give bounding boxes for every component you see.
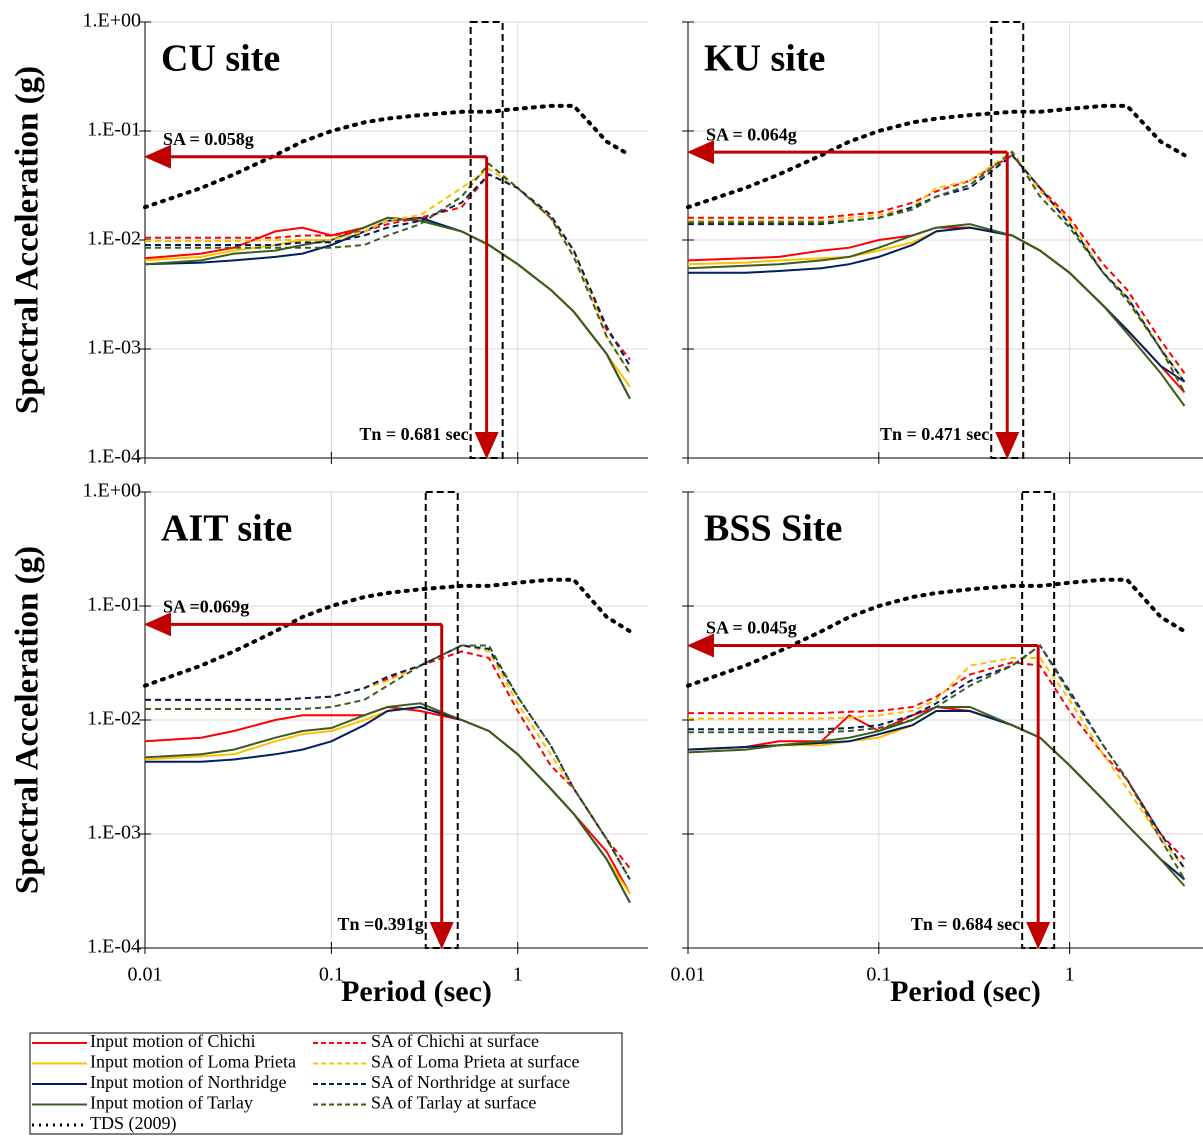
tn-label: Tn = 0.681 sec [359, 424, 468, 444]
series-line [145, 174, 630, 366]
legend-label: Input motion of Tarlay [90, 1093, 253, 1113]
panel-title: BSS Site [704, 508, 842, 550]
y-tick-label: 1.E-01 [87, 119, 141, 141]
y-tick-label: 1.E-04 [87, 936, 141, 958]
panel-title: AIT site [161, 508, 292, 550]
x-tick-label: 0.1 [319, 964, 344, 986]
legend-label: TDS (2009) [90, 1113, 177, 1134]
legend-label: SA of Tarlay at surface [371, 1093, 536, 1113]
panel: 1.E-04 1.E-03 1.E-02 1.E-01 1.E+00 SA = 0.058… [10, 10, 648, 468]
y-tick-label: 1.E-02 [87, 708, 141, 730]
series-line [688, 646, 1185, 869]
y-tick-label: 1.E-02 [87, 228, 141, 250]
series-line [145, 169, 630, 373]
series-line [688, 707, 1185, 886]
series-line [688, 711, 1185, 879]
x-tick-label: 0.1 [866, 964, 891, 986]
x-tick-label: 1 [513, 964, 523, 986]
panel-title: CU site [161, 38, 280, 80]
y-axis-label: Spectral Acceleration (g) [10, 546, 46, 894]
legend-label: SA of Loma Prieta at surface [371, 1052, 579, 1072]
series-line [688, 224, 1185, 406]
panel: 0.01 0.1 1 SA = 0.045g Tn = 0.684 sec BSS Sit… [671, 492, 1203, 1008]
series-line [145, 174, 630, 359]
y-tick-label: 1.E-04 [87, 446, 141, 468]
sa-label: SA = 0.045g [706, 618, 797, 638]
y-tick-label: 1.E-01 [87, 594, 141, 616]
x-tick-label: 1 [1065, 964, 1075, 986]
y-tick-label: 1.E-03 [87, 822, 141, 844]
y-tick-label: 1.E+00 [83, 480, 142, 502]
tn-label: Tn = 0.471 sec [880, 424, 989, 444]
series-line [688, 658, 1185, 868]
panel: SA = 0.064g Tn = 0.471 sec KU site [682, 22, 1203, 464]
sa-label: SA =0.069g [163, 596, 249, 616]
series-line [145, 218, 630, 387]
y-tick-label: 1.E+00 [83, 10, 142, 32]
y-axis-label: Spectral Acceleration (g) [10, 66, 46, 414]
x-axis-label: Period (sec) [341, 975, 492, 1008]
series-line [688, 151, 1185, 381]
panel: 1.E-04 1.E-03 1.E-02 1.E-01 1.E+00 0.01 0.1 1 SA… [10, 480, 648, 1008]
series-line [145, 164, 630, 373]
tn-label: Tn = 0.684 sec [911, 914, 1020, 934]
legend-label: Input motion of Northridge [90, 1072, 286, 1092]
legend-label: Input motion of Chichi [90, 1031, 256, 1051]
series-line [688, 662, 1185, 859]
x-tick-label: 0.01 [671, 964, 706, 986]
series-line [688, 228, 1185, 393]
series-line [688, 228, 1185, 406]
legend-label: SA of Northridge at surface [371, 1072, 570, 1092]
legend-label: SA of Chichi at surface [371, 1031, 539, 1051]
y-tick-label: 1.E-03 [87, 337, 141, 359]
series-line [145, 707, 630, 894]
legend-label: Input motion of Loma Prieta [90, 1052, 296, 1072]
x-tick-label: 0.01 [128, 964, 163, 986]
series-line [145, 707, 630, 903]
x-axis-label: Period (sec) [890, 975, 1041, 1008]
series-line [688, 228, 1185, 382]
tn-label: Tn =0.391g [337, 914, 423, 934]
series-line [145, 646, 630, 880]
sa-label: SA = 0.064g [706, 124, 797, 144]
sa-label: SA = 0.058g [163, 129, 254, 149]
panel-title: KU site [704, 38, 825, 80]
series-line [688, 711, 1185, 879]
series-line [145, 703, 630, 902]
